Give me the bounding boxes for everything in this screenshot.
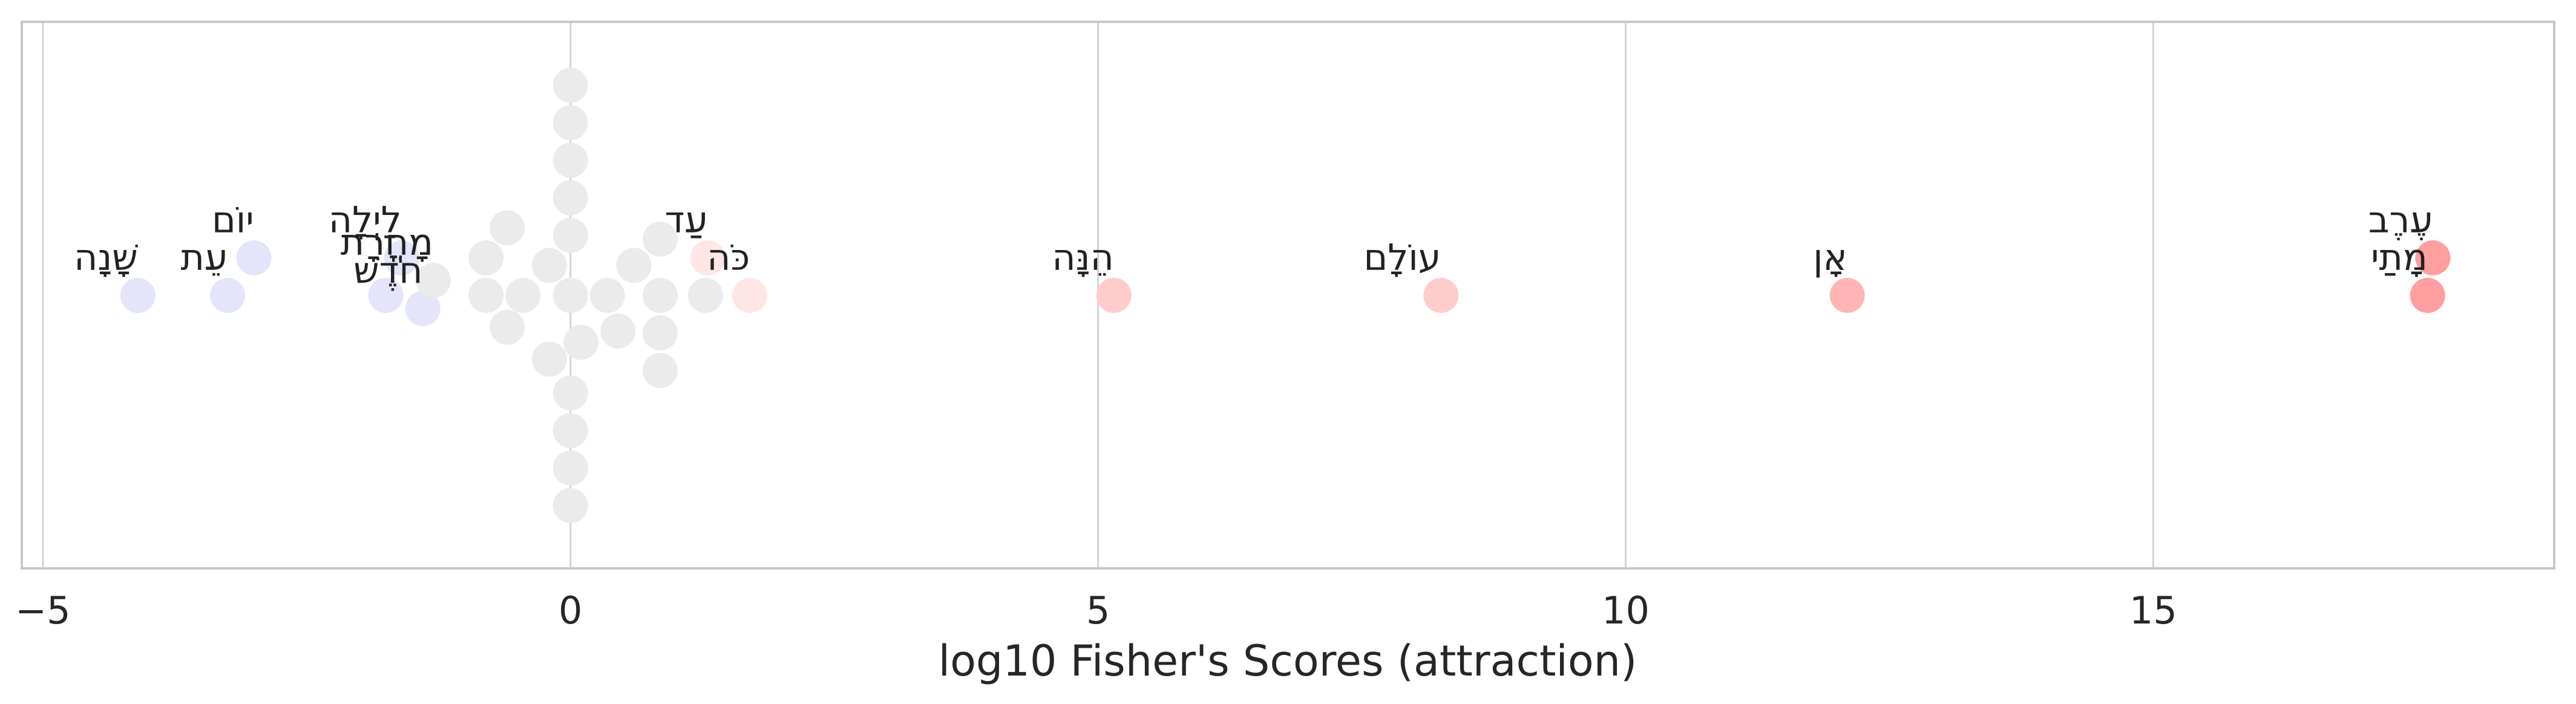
data-point bbox=[616, 248, 652, 283]
data-points bbox=[120, 67, 2451, 524]
data-point bbox=[210, 278, 246, 313]
data-point bbox=[563, 324, 599, 360]
data-point bbox=[589, 278, 625, 313]
data-point bbox=[732, 278, 768, 313]
point-label: עֶרֶב bbox=[2368, 199, 2433, 242]
data-point bbox=[600, 313, 636, 349]
data-point bbox=[552, 450, 588, 486]
data-point bbox=[690, 240, 726, 275]
data-point bbox=[2410, 278, 2445, 313]
point-label: כֹּה bbox=[707, 237, 750, 279]
data-point bbox=[642, 353, 678, 388]
data-point bbox=[505, 278, 541, 313]
data-point bbox=[552, 375, 588, 411]
data-point bbox=[552, 488, 588, 524]
data-point bbox=[120, 278, 156, 313]
point-label: יוֹם bbox=[212, 199, 254, 242]
point-labels: שָׁנָה עֵתיוֹם לַיְלָה חֹדֶשׁמָחֳרָת עַדכֹּה… bbox=[74, 199, 2433, 292]
data-point bbox=[1096, 278, 1132, 313]
x-axis-label: log10 Fisher's Scores (attraction) bbox=[939, 636, 1637, 686]
data-point bbox=[552, 278, 588, 313]
x-tick-label: 5 bbox=[1086, 588, 1110, 633]
plot-frame bbox=[21, 21, 2555, 570]
data-point bbox=[368, 278, 404, 313]
data-point bbox=[2415, 240, 2451, 275]
data-point bbox=[531, 248, 567, 283]
data-point bbox=[642, 222, 678, 257]
data-point bbox=[1423, 278, 1459, 313]
point-label: מָתַי bbox=[2371, 237, 2428, 279]
data-point bbox=[416, 263, 451, 298]
data-point bbox=[468, 240, 504, 275]
x-tick-label: 15 bbox=[2129, 588, 2177, 633]
data-point bbox=[552, 180, 588, 215]
data-point bbox=[490, 309, 525, 345]
data-point bbox=[236, 240, 272, 275]
data-point bbox=[552, 413, 588, 449]
data-point bbox=[552, 142, 588, 178]
data-point bbox=[490, 210, 525, 246]
data-point bbox=[552, 217, 588, 253]
point-label: אָן bbox=[1813, 237, 1847, 279]
data-point bbox=[642, 278, 678, 313]
point-label: שָׁנָה bbox=[74, 237, 138, 279]
point-label: מָחֳרָת bbox=[341, 222, 433, 264]
point-label: עֵת bbox=[180, 237, 228, 279]
x-tick-label: −5 bbox=[15, 588, 70, 633]
data-point bbox=[552, 67, 588, 103]
point-label: לַיְלָה bbox=[329, 199, 402, 242]
data-point bbox=[642, 315, 678, 350]
point-label: עַד bbox=[665, 199, 708, 242]
data-point bbox=[531, 341, 567, 377]
data-point bbox=[552, 105, 588, 140]
point-label: חֹדֶשׁ bbox=[353, 250, 422, 292]
data-point bbox=[384, 240, 419, 275]
x-tick-label: 0 bbox=[559, 588, 582, 633]
data-point bbox=[468, 278, 504, 313]
x-tick-labels: −5 0 5 10 15 bbox=[15, 588, 2177, 633]
point-label: הֵנָּה bbox=[1052, 237, 1113, 279]
data-point bbox=[405, 291, 441, 326]
x-tick-label: 10 bbox=[1602, 588, 1650, 633]
data-point bbox=[1829, 278, 1865, 313]
data-point bbox=[687, 278, 723, 313]
point-label: עוֹלָם bbox=[1364, 237, 1441, 279]
